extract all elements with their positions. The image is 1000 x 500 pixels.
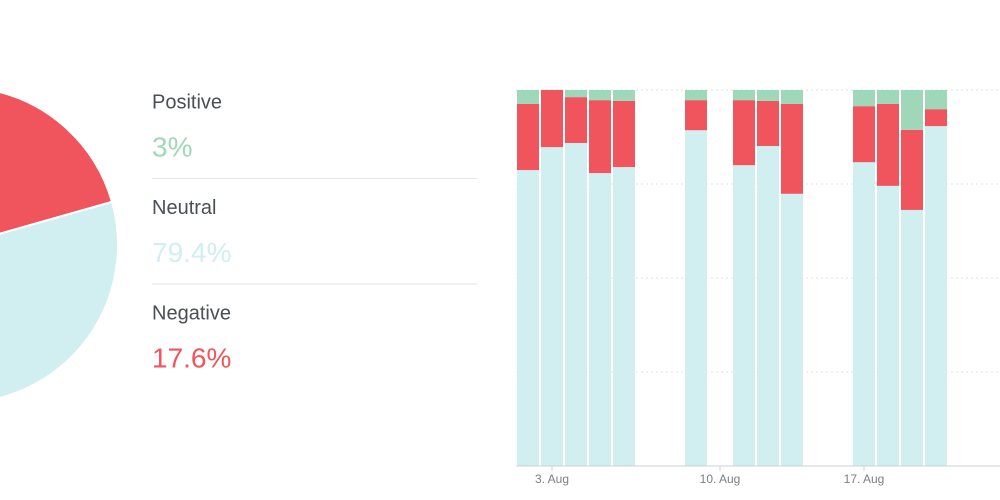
bar-segment [781, 193, 803, 466]
bar-segment [685, 90, 707, 101]
bar-segment [589, 173, 611, 466]
pie-slice [0, 91, 114, 235]
bar-segment [853, 106, 875, 163]
bar-segment [925, 126, 947, 466]
bar-segment [517, 103, 539, 171]
bar-segment [757, 100, 779, 147]
bar-segment [781, 103, 803, 194]
bar-segment [853, 162, 875, 466]
pie-slice [0, 200, 119, 399]
legend-value: 79.4% [152, 237, 231, 268]
bar-segment [685, 100, 707, 131]
bar-segment [613, 167, 635, 466]
bar-segment [757, 146, 779, 467]
bar-segment [925, 109, 947, 127]
bar-segment [733, 90, 755, 101]
bar-segment [925, 90, 947, 110]
bar-segment [733, 165, 755, 466]
legend-value: 3% [152, 131, 192, 162]
bar-segment [877, 103, 899, 186]
bar-segment [589, 90, 611, 101]
bar-segment [877, 90, 899, 104]
bar-segment [901, 209, 923, 466]
bar-segment [733, 100, 755, 166]
bar-segment [517, 90, 539, 104]
legend-label: Neutral [152, 197, 216, 219]
bar-segment [517, 170, 539, 466]
bar-segment [901, 129, 923, 210]
x-tick-label: 3. Aug [535, 472, 569, 486]
bar-segment [589, 100, 611, 174]
bar-segment [781, 90, 803, 104]
legend-label: Negative [152, 302, 231, 324]
bar-segment [613, 100, 635, 168]
bar-segment [757, 90, 779, 101]
x-tick-label: 10. Aug [700, 472, 741, 486]
bar-segment [853, 90, 875, 107]
legend-label: Positive [152, 91, 222, 113]
bar-segment [613, 90, 635, 101]
legend-value: 17.6% [152, 342, 231, 373]
bar-segment [565, 90, 587, 98]
bar-segment [565, 97, 587, 144]
bar-segment [877, 185, 899, 466]
bar-segment [541, 147, 563, 467]
bar-segment [565, 143, 587, 467]
bar-segment [901, 90, 923, 130]
bar-segment [685, 130, 707, 466]
x-tick-label: 17. Aug [844, 472, 885, 486]
bar-segment [541, 90, 563, 148]
